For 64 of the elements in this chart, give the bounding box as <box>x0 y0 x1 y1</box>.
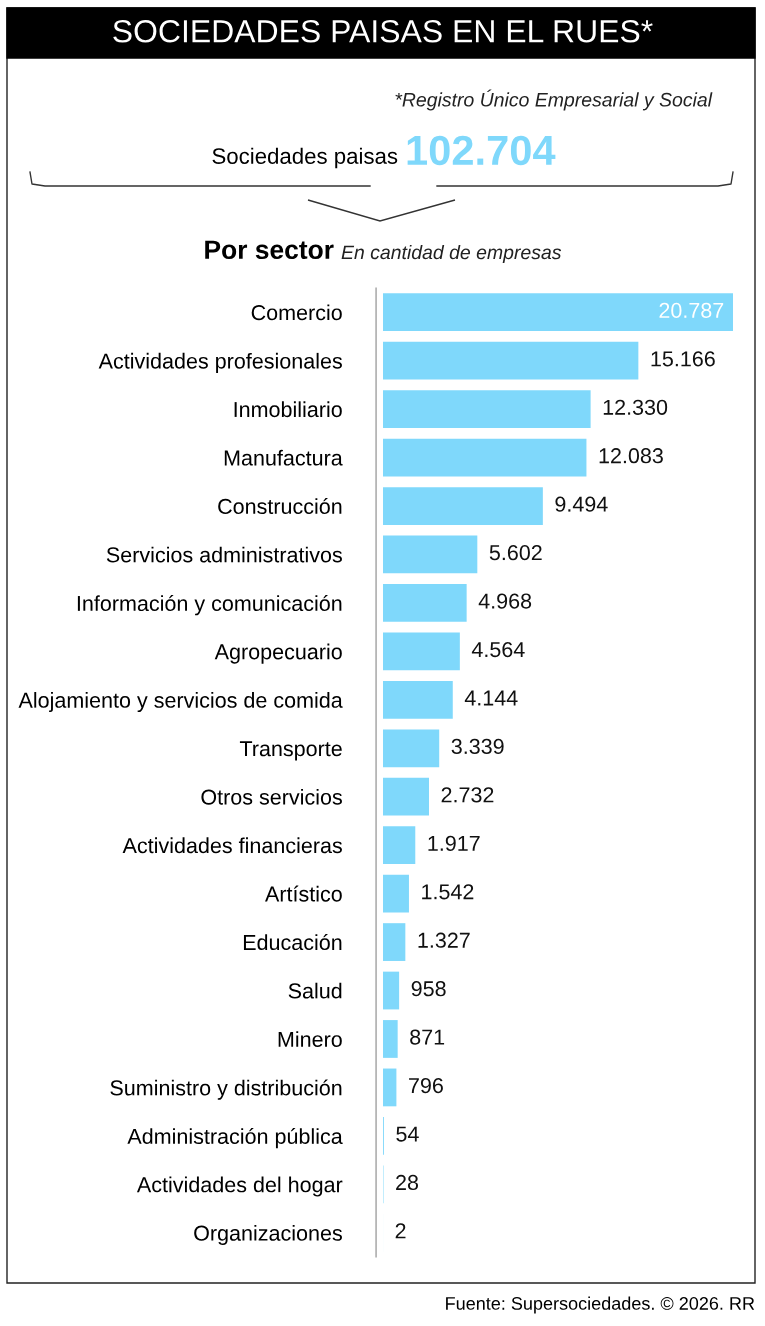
data-label: 54 <box>396 1126 419 1142</box>
bar <box>383 777 429 816</box>
data-label: 1.917 <box>428 835 480 851</box>
y-tick-label: Organizaciones <box>194 1224 342 1246</box>
bar <box>383 1020 398 1058</box>
bar <box>383 487 543 525</box>
bar <box>383 826 416 865</box>
y-tick-label: Agropecuario <box>214 643 342 664</box>
chart-subtitle: Por sector <box>205 240 334 260</box>
data-label: 4.968 <box>478 593 532 609</box>
bar <box>383 390 591 429</box>
y-tick-label: Artístico <box>265 885 342 902</box>
y-tick-label: Salud <box>288 982 342 999</box>
y-tick-label: Transporte <box>239 741 342 761</box>
bar <box>383 971 400 1010</box>
y-tick-label: Educación <box>243 934 342 951</box>
y-tick-label: Manufactura <box>224 449 343 466</box>
bar <box>383 293 733 332</box>
data-label: 20.787 <box>659 302 724 318</box>
bar <box>383 923 406 961</box>
y-tick-label: Actividades financieras <box>122 837 342 854</box>
data-label: 2.732 <box>441 787 494 803</box>
y-tick-label: Suministro y distribución <box>110 1079 342 1100</box>
y-tick-label: Minero <box>278 1031 342 1047</box>
bar <box>383 535 478 574</box>
y-tick-label: Información y comunicación <box>77 595 342 616</box>
text: En cantidad de empresas <box>341 244 562 264</box>
source-note: Fuente: Supersociedades. © 2026. RR <box>446 1296 755 1314</box>
data-label: 1.327 <box>418 932 470 948</box>
bar <box>383 341 639 380</box>
data-label: 871 <box>410 1029 445 1045</box>
chart-title: SOCIEDADES PAISAS EN EL RUES* <box>113 19 653 43</box>
y-tick-label: Otros servicios <box>201 788 342 805</box>
data-label: 1.542 <box>422 884 474 900</box>
data-label: 2 <box>395 1223 406 1239</box>
y-tick-label: Actividades del hogar <box>136 1176 343 1197</box>
data-label: 958 <box>411 981 446 997</box>
bar <box>383 438 587 477</box>
text: *Registro Único Empresarial y Social <box>395 89 713 111</box>
data-label: 12.083 <box>599 448 663 464</box>
y-tick-label: Inmobiliario <box>234 401 342 418</box>
bar <box>383 584 467 622</box>
bar <box>383 729 440 768</box>
text: Sociedades paisas <box>212 147 398 169</box>
y-tick-label: Alojamiento y servicios de comida <box>18 692 343 713</box>
data-label: 5.602 <box>489 545 542 561</box>
data-label: 4.564 <box>471 641 525 658</box>
data-label: 4.144 <box>464 690 518 706</box>
data-label: 15.166 <box>651 351 715 367</box>
data-label: 28 <box>396 1174 419 1191</box>
y-tick-label: Construcción <box>218 497 342 515</box>
bar <box>383 632 460 671</box>
y-tick-label: Actividades profesionales <box>98 352 342 373</box>
bar <box>383 1068 397 1107</box>
data-label: 3.339 <box>451 738 504 755</box>
data-label: 9.494 <box>555 496 608 512</box>
y-tick-label: Servicios administrativos <box>106 546 342 563</box>
text: 102.704 <box>407 135 556 166</box>
y-tick-label: Comercio <box>251 304 342 321</box>
data-label: 796 <box>409 1077 443 1094</box>
bar <box>383 680 453 719</box>
y-tick-label: Administración pública <box>127 1127 343 1149</box>
data-label: 12.330 <box>603 399 668 415</box>
bar <box>383 874 409 913</box>
